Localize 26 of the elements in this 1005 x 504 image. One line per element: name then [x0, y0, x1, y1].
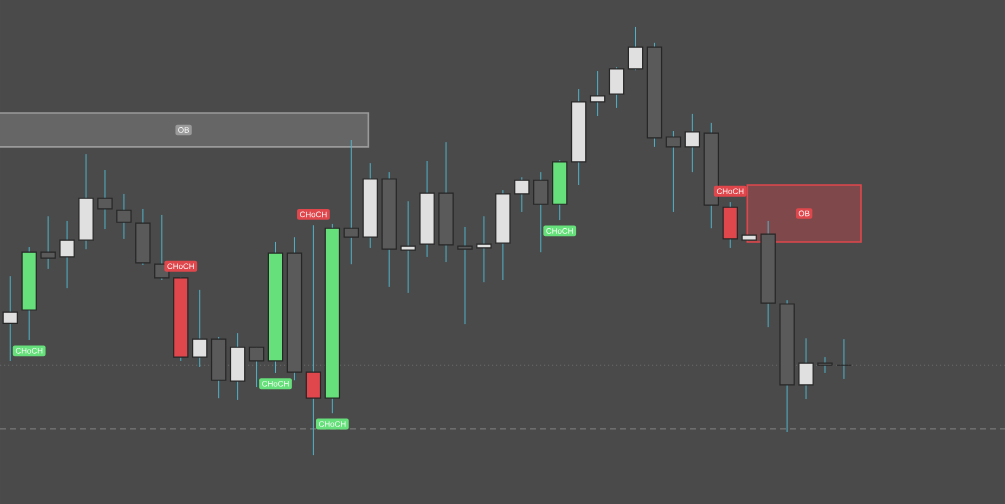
annotation: CHoCH [167, 263, 194, 270]
candlestick [665, 130, 682, 213]
candlestick [836, 338, 852, 380]
candlestick [40, 215, 56, 270]
candlestick [798, 337, 814, 400]
candlestick [627, 26, 644, 71]
annotation: CHoCH [15, 347, 43, 354]
candlestick [476, 215, 492, 283]
annotation: CHoCH [262, 380, 289, 387]
candlestick [400, 200, 416, 294]
candlestick [589, 70, 606, 117]
candlestick [97, 169, 113, 230]
band-label: OB [178, 127, 189, 133]
annotation: CHoCH [546, 228, 573, 234]
annotation: CHoCH [716, 188, 744, 195]
candlestick [457, 226, 473, 325]
candlestick [514, 176, 530, 213]
annotation: CHoCH [318, 421, 346, 427]
band-label: OB [798, 210, 810, 217]
annotation: CHoCH [300, 211, 327, 218]
candlestick [2, 275, 18, 362]
candlestick [684, 113, 701, 173]
candlestick [817, 356, 833, 374]
candlestick [116, 193, 132, 240]
candlestick [59, 220, 75, 289]
candlestick [192, 289, 208, 368]
